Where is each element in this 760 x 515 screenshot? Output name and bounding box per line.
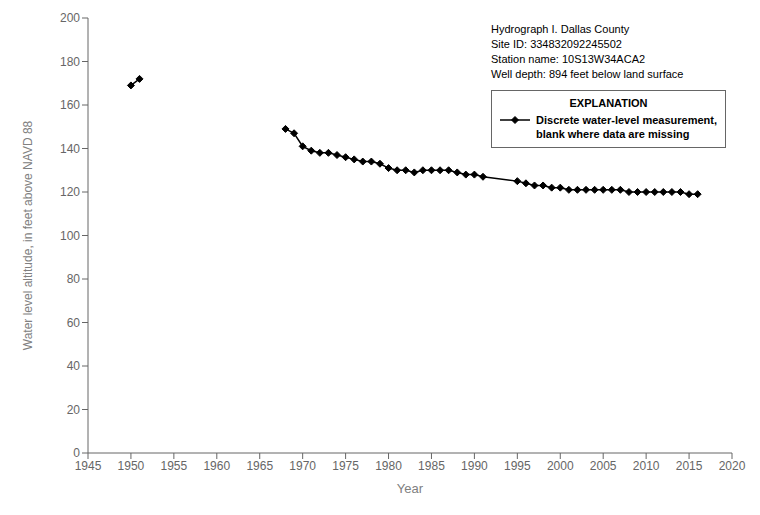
svg-text:2005: 2005 [590, 459, 617, 473]
svg-text:180: 180 [60, 55, 80, 69]
svg-text:Year: Year [397, 481, 424, 496]
svg-text:20: 20 [67, 403, 81, 417]
svg-text:120: 120 [60, 185, 80, 199]
svg-text:1995: 1995 [504, 459, 531, 473]
svg-text:200: 200 [60, 11, 80, 25]
svg-text:1955: 1955 [161, 459, 188, 473]
svg-text:1970: 1970 [289, 459, 316, 473]
svg-text:1975: 1975 [332, 459, 359, 473]
svg-text:100: 100 [60, 229, 80, 243]
html-text:Well depth: 894 feet below lan: Well depth: 894 feet below land surface [491, 68, 684, 80]
svg-text:1980: 1980 [375, 459, 402, 473]
svg-text:Water level altitude, in feet: Water level altitude, in feet above NAVD… [21, 120, 35, 350]
svg-text:0: 0 [73, 446, 80, 460]
svg-text:2000: 2000 [547, 459, 574, 473]
svg-text:1950: 1950 [118, 459, 145, 473]
svg-text:1985: 1985 [418, 459, 445, 473]
svg-text:2015: 2015 [676, 459, 703, 473]
svg-text:160: 160 [60, 98, 80, 112]
svg-text:80: 80 [67, 272, 81, 286]
svg-text:2020: 2020 [719, 459, 746, 473]
html-text:Site ID: 334832092245502: Site ID: 334832092245502 [491, 38, 622, 50]
svg-text:1990: 1990 [461, 459, 488, 473]
html-text:Discrete water-level measureme: Discrete water-level measurement, blank … [536, 114, 717, 140]
svg-text:40: 40 [67, 359, 81, 373]
html-text:EXPLANATION: EXPLANATION [569, 97, 648, 109]
svg-text:1960: 1960 [203, 459, 230, 473]
svg-text:1965: 1965 [246, 459, 273, 473]
svg-text:1945: 1945 [75, 459, 102, 473]
html-text:Hydrograph I. Dallas County: Hydrograph I. Dallas County [491, 23, 630, 35]
svg-text:2010: 2010 [633, 459, 660, 473]
html-text:Station name: 10S13W34ACA2: Station name: 10S13W34ACA2 [491, 53, 646, 65]
svg-text:60: 60 [67, 316, 81, 330]
svg-text:140: 140 [60, 142, 80, 156]
